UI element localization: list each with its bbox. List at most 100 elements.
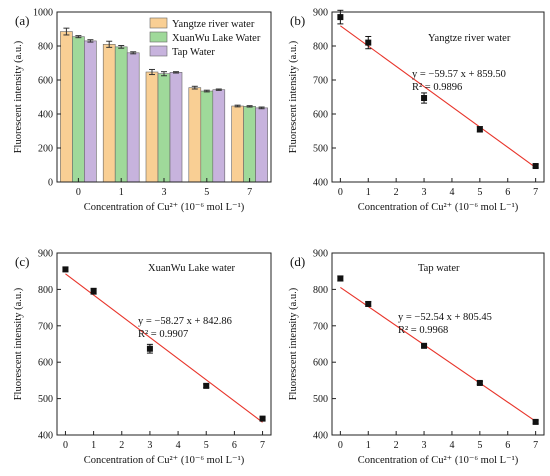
bar (188, 87, 202, 183)
bar (114, 46, 128, 183)
legend-swatch (149, 45, 168, 57)
fit-equation: y = −59.57 x + 859.50 (412, 69, 506, 80)
y-tick-label: 400 (38, 431, 53, 442)
x-tick-label: 5 (477, 440, 482, 451)
x-tick-label: 3 (147, 440, 152, 451)
bar (231, 105, 244, 183)
chart-panel-c: (c) 0 1 2 3 4 5 6 7 400 500 600 700 800 900 Fluorescent… (13, 249, 272, 466)
x-axis-label: Concentration of Cu²⁺ (10⁻⁶ mol L⁻¹) (358, 202, 519, 213)
y-tick-label: 800 (38, 42, 53, 53)
panel-label: (b) (290, 13, 305, 28)
y-tick-label: 600 (38, 76, 53, 87)
data-point (365, 39, 372, 46)
fit-line (340, 25, 536, 168)
data-point (476, 126, 483, 133)
plot-frame-3 (331, 252, 545, 436)
chart-panel-b: (b) 0 1 2 3 4 5 6 7 400 500 600 700 800 900 Fluorescent… (288, 8, 545, 213)
x-tick-label: 3 (422, 440, 427, 451)
panel-label: (c) (15, 254, 29, 269)
y-axis-label: Fluorescent intensity (a.u.) (288, 287, 299, 400)
y-tick-label: 400 (38, 110, 53, 121)
y-tick-label: 600 (313, 358, 328, 369)
x-tick-label: 4 (176, 440, 181, 451)
x-tick-label: 7 (533, 187, 538, 198)
fit-equation: R² = 0.9968 (398, 325, 448, 336)
bar (157, 73, 171, 183)
fit-line (65, 273, 263, 423)
data-point (62, 266, 69, 273)
y-tick-label: 0 (48, 178, 53, 189)
fit-equation: R² = 0.9907 (138, 329, 188, 340)
legend-label: Tap Water (172, 47, 215, 58)
y-tick-label: 900 (38, 249, 53, 260)
data-point (532, 163, 539, 170)
y-tick-label: 600 (38, 358, 53, 369)
legend-label: Yangtze river water (172, 19, 255, 30)
data-point (365, 300, 372, 307)
x-tick-label: 6 (505, 187, 510, 198)
bar (200, 90, 214, 183)
x-tick-label: 2 (394, 187, 399, 198)
x-tick-label: 4 (449, 440, 454, 451)
x-tick-label: 0 (63, 440, 68, 451)
y-tick-label: 200 (38, 144, 53, 155)
fit-equation: y = −58.27 x + 842.86 (138, 316, 232, 327)
y-tick-label: 700 (313, 321, 328, 332)
panel-label: (a) (15, 13, 29, 28)
fit-equation: R² = 0.9896 (412, 82, 462, 93)
x-tick-label: 7 (247, 187, 252, 198)
data-point (203, 382, 210, 389)
x-tick-label: 0 (338, 187, 343, 198)
x-tick-label: 3 (162, 187, 167, 198)
x-tick-label: 6 (505, 440, 510, 451)
data-point (476, 379, 483, 386)
y-tick-label: 900 (313, 8, 328, 19)
x-axis-label: Concentration of Cu²⁺ (10⁻⁶ mol L⁻¹) (358, 455, 519, 466)
bar (60, 31, 73, 183)
x-tick-label: 3 (422, 187, 427, 198)
y-tick-label: 700 (313, 76, 328, 87)
bar (84, 40, 97, 183)
y-tick-label: 400 (313, 178, 328, 189)
y-tick-label: 600 (313, 110, 328, 121)
x-tick-label: 0 (338, 440, 343, 451)
data-point (532, 418, 539, 425)
x-tick-label: 5 (477, 187, 482, 198)
bar (102, 43, 116, 183)
y-tick-label: 500 (313, 144, 328, 155)
y-tick-label: 500 (313, 394, 328, 405)
fit-line (340, 286, 536, 422)
plot-frame-2 (56, 252, 272, 436)
legend-swatch (149, 31, 168, 43)
x-tick-label: 2 (119, 440, 124, 451)
y-tick-label: 500 (38, 394, 53, 405)
fit-equation: y = −52.54 x + 805.45 (398, 312, 492, 323)
plot-frame-0 (56, 11, 272, 183)
panel-title: Yangtze river water (428, 33, 511, 44)
data-point (146, 345, 153, 352)
bar (126, 52, 140, 183)
data-point (337, 275, 344, 282)
data-point (421, 342, 428, 349)
chart-panel-a: (a) 0 1 3 5 7 0 200 400 600 800 1000 Fluorescent int… (13, 8, 272, 213)
y-tick-label: 700 (38, 321, 53, 332)
legend-label: XuanWu Lake Water (172, 33, 261, 44)
x-tick-label: 7 (533, 440, 538, 451)
x-tick-label: 1 (91, 440, 96, 451)
x-axis-label: Concentration of Cu²⁺ (10⁻⁶ mol L⁻¹) (84, 455, 245, 466)
y-axis-label: Fluorescent intensity (a.u.) (13, 40, 24, 153)
y-axis-label: Fluorescent intensity (a.u.) (13, 287, 24, 400)
y-tick-label: 400 (313, 431, 328, 442)
data-point (90, 288, 97, 295)
x-tick-label: 5 (204, 440, 209, 451)
y-tick-label: 1000 (33, 8, 53, 19)
x-tick-label: 1 (366, 440, 371, 451)
data-point (259, 415, 266, 422)
legend-swatch (149, 17, 168, 29)
y-tick-label: 800 (38, 285, 53, 296)
bar (243, 106, 256, 183)
x-tick-label: 0 (76, 187, 81, 198)
panel-label: (d) (290, 254, 305, 269)
bar (212, 89, 226, 183)
